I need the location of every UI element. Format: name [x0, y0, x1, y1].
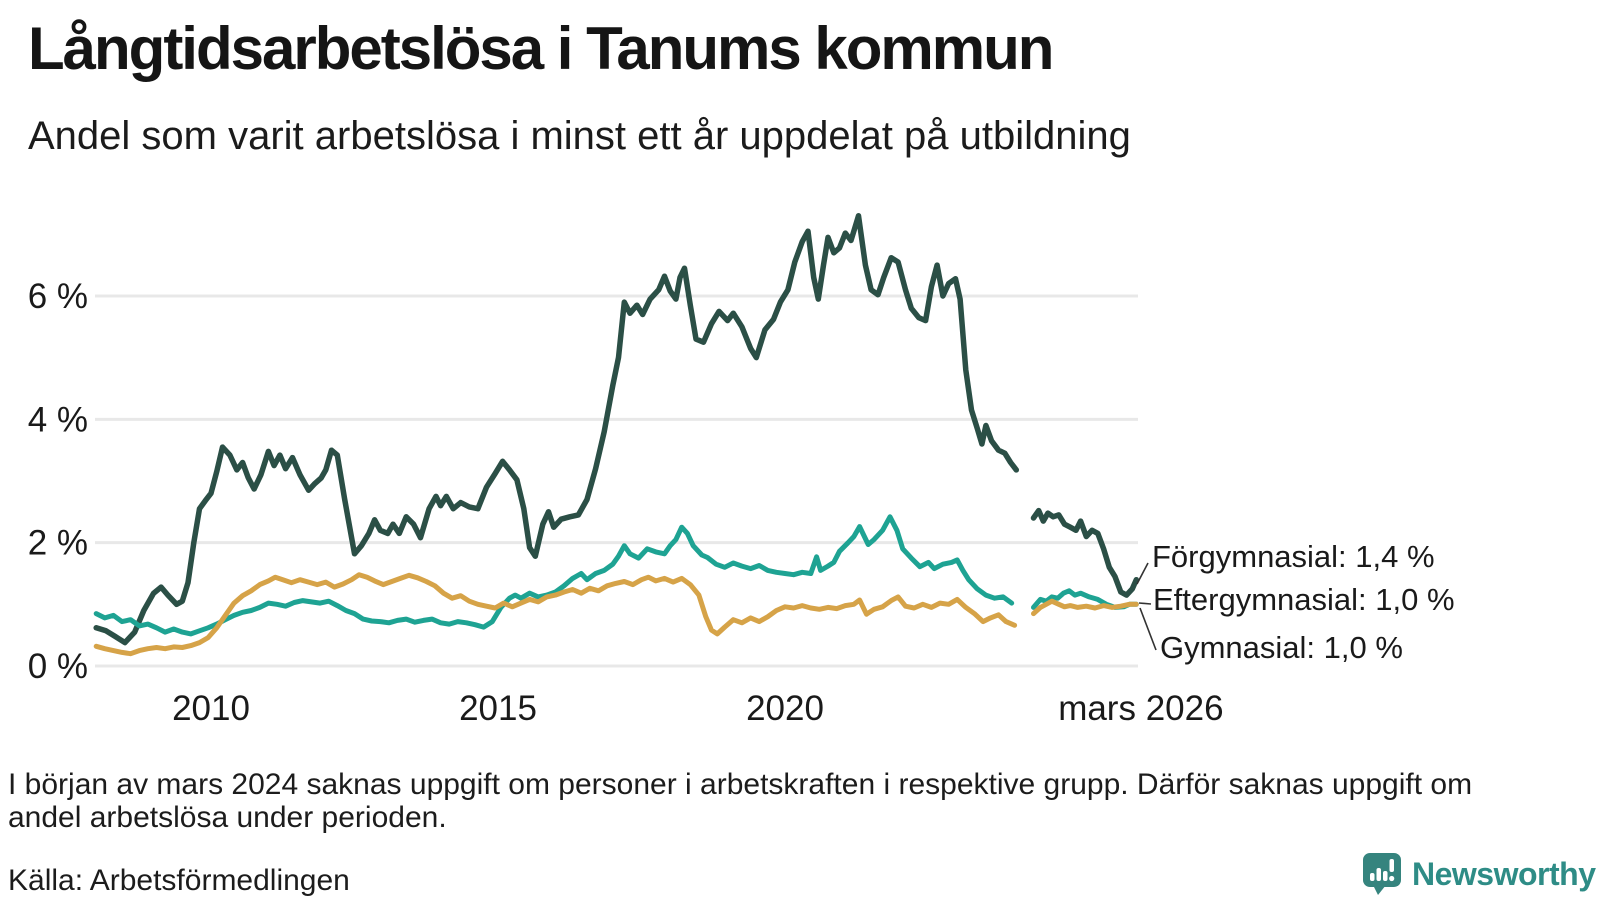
y-axis-tick-label: 0 %: [28, 647, 88, 686]
brand-wordmark: Newsworthy: [1412, 855, 1596, 892]
annotation-connector-line: [1136, 562, 1149, 585]
annotation-connector-line: [1138, 602, 1152, 605]
source-label: Källa: Arbetsförmedlingen: [8, 864, 350, 897]
x-axis-tick-label: mars 2026: [1058, 689, 1223, 728]
footnote: I början av mars 2024 saknas uppgift om …: [8, 768, 1568, 834]
series-line-gymnasial: [1031, 598, 1139, 617]
series-end-label: Gymnasial: 1,0 %: [1160, 630, 1403, 665]
page-title: Långtidsarbetslösa i Tanums kommun: [28, 15, 1054, 82]
newsworthy-logo: Newsworthy: [1362, 852, 1596, 896]
series-end-label: Förgymnasial: 1,4 %: [1152, 539, 1435, 574]
series-line-förgymnasial: [1030, 507, 1140, 598]
series-line-eftergymnasial: [93, 514, 1015, 637]
footnote-line-2: andel arbetslösa under perioden.: [8, 801, 447, 834]
x-axis-tick-label: 2020: [746, 689, 824, 728]
footnote-line-1: I början av mars 2024 saknas uppgift om …: [8, 768, 1473, 801]
y-axis-tick-label: 6 %: [28, 277, 88, 316]
y-axis-tick-label: 4 %: [28, 400, 88, 439]
x-axis-tick-label: 2010: [172, 689, 250, 728]
x-axis-tick-label: 2015: [459, 689, 537, 728]
series-line-förgymnasial: [93, 213, 1020, 646]
newsworthy-chart-bubble-icon: [1363, 853, 1401, 895]
series-end-label: Eftergymnasial: 1,0 %: [1153, 582, 1455, 617]
page-subtitle: Andel som varit arbetslösa i minst ett å…: [28, 114, 1131, 158]
series-line-gymnasial: [93, 572, 1018, 657]
annotation-connector-line: [1139, 607, 1157, 651]
y-axis-tick-label: 2 %: [28, 524, 88, 563]
